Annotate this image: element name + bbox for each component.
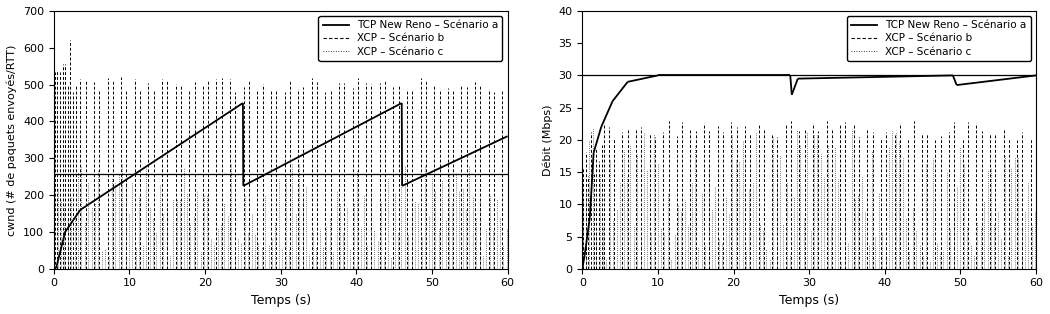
Legend: TCP New Reno – Scénario a, XCP – Scénario b, XCP – Scénario c: TCP New Reno – Scénario a, XCP – Scénari…: [847, 16, 1031, 61]
Y-axis label: cwnd (# de paquets envoyés/RTT): cwnd (# de paquets envoyés/RTT): [7, 44, 18, 236]
X-axis label: Temps (s): Temps (s): [779, 294, 839, 307]
Y-axis label: Débit (Mbps): Débit (Mbps): [543, 104, 553, 176]
X-axis label: Temps (s): Temps (s): [251, 294, 311, 307]
Legend: TCP New Reno – Scénario a, XCP – Scénario b, XCP – Scénario c: TCP New Reno – Scénario a, XCP – Scénari…: [318, 16, 502, 61]
